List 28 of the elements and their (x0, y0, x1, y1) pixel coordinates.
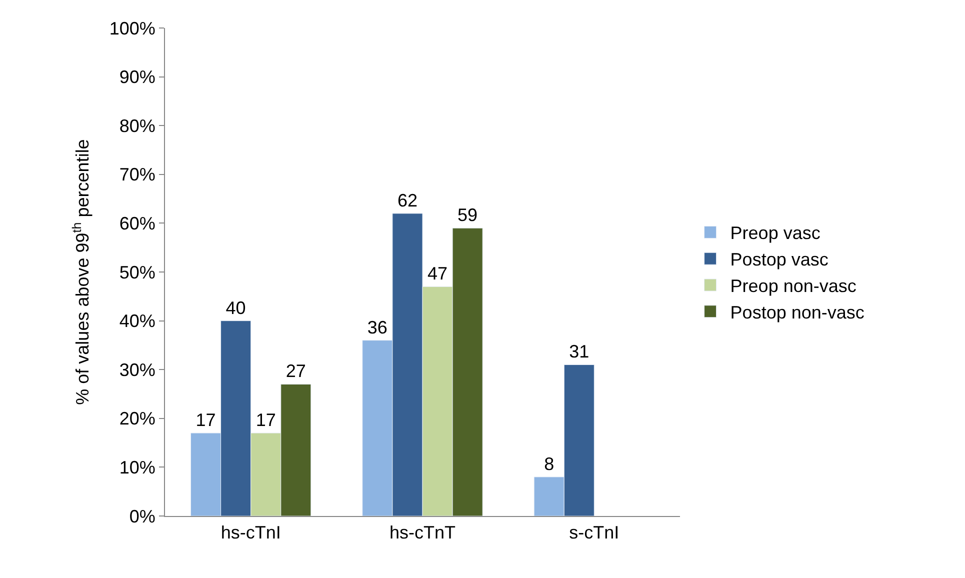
y-tick-label: 90% (119, 67, 156, 88)
data-label: 17 (256, 410, 276, 430)
data-label: 27 (286, 361, 306, 382)
legend-label: Preop non-vasc (730, 276, 856, 296)
y-tick-label: 70% (119, 164, 156, 185)
y-tick-label: 50% (119, 262, 156, 282)
data-label: 17 (196, 410, 216, 430)
y-tick-label: 80% (119, 116, 156, 136)
data-label: 47 (428, 264, 448, 284)
y-tick-label: 100% (109, 18, 156, 38)
legend-label: Postop vasc (730, 250, 828, 270)
x-tick-label: s-cTnI (569, 522, 620, 543)
x-tick-label: hs-cTnT (389, 522, 456, 543)
y-tick-label: 40% (119, 311, 156, 332)
y-tick-label: 60% (119, 214, 156, 234)
y-tick-label: 10% (119, 458, 156, 478)
data-label: 31 (569, 342, 590, 362)
y-tick-label: 20% (119, 408, 156, 429)
data-label: 62 (397, 190, 418, 210)
data-label: 59 (458, 205, 478, 226)
data-label: 8 (544, 454, 554, 474)
x-tick-label: hs-cTnI (220, 522, 281, 543)
legend-label: Preop vasc (730, 223, 820, 244)
data-label: 36 (367, 317, 388, 338)
y-tick-label: 0% (129, 506, 156, 526)
y-tick-label: 30% (119, 360, 156, 380)
data-label: 40 (226, 298, 246, 318)
legend-label: Postop non-vasc (730, 302, 864, 322)
